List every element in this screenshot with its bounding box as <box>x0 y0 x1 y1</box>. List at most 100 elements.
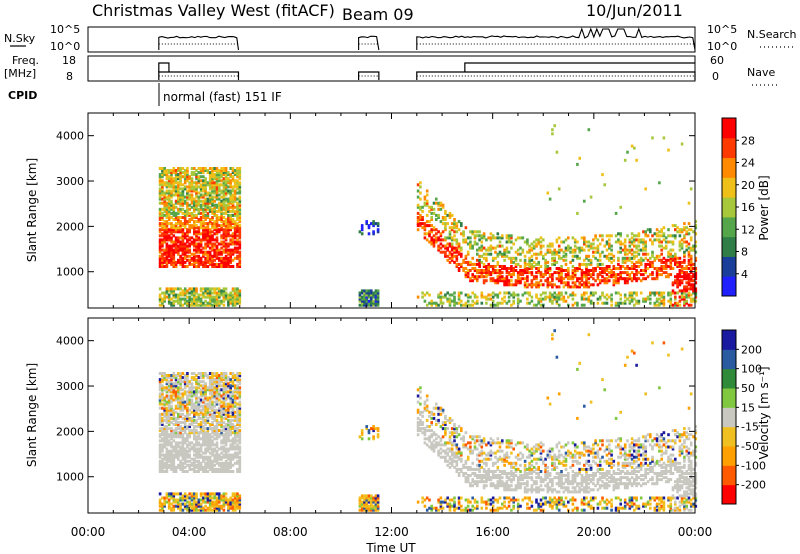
scatter-cell <box>183 461 187 465</box>
scatter-cell <box>161 183 164 187</box>
scatter-cell <box>163 504 166 508</box>
scatter-cell <box>439 301 443 305</box>
scatter-cell <box>231 242 235 246</box>
scatter-cell <box>501 279 504 283</box>
scatter-cell <box>571 269 575 272</box>
scatter-cell <box>473 234 477 238</box>
scatter-cell <box>170 193 173 197</box>
scatter-cell <box>220 250 223 254</box>
scatter-cell <box>206 463 210 467</box>
scatter-cell <box>680 269 684 272</box>
scatter-cell <box>512 269 515 272</box>
scatter-cell <box>229 234 232 238</box>
scatter-cell <box>419 216 422 219</box>
scatter-cell <box>589 273 593 277</box>
scatter-cell <box>218 175 221 179</box>
scatter-cell <box>208 465 212 469</box>
scatter-cell <box>227 293 230 297</box>
scatter-cell <box>233 418 237 422</box>
scatter-cell <box>204 449 207 453</box>
scatter-cell <box>608 244 611 248</box>
scatter-cell <box>218 171 221 175</box>
scatter-cell <box>236 238 239 242</box>
scatter-cell <box>220 265 223 268</box>
scatter-cell <box>532 277 536 281</box>
scatter-cell <box>161 453 164 457</box>
scatter-cell <box>532 260 536 264</box>
scatter-cell <box>163 199 166 203</box>
scatter-cell <box>589 291 593 295</box>
scatter-cell <box>530 265 534 268</box>
scatter-cell <box>188 207 191 211</box>
scatter-cell <box>229 378 232 382</box>
scatter-cell <box>592 273 595 277</box>
scatter-cell <box>482 271 486 275</box>
scatter-cell <box>213 500 216 504</box>
scatter-cell <box>215 220 219 224</box>
scatter-cell <box>231 414 235 418</box>
scatter-cell <box>186 372 189 375</box>
scatter-cell <box>195 297 198 301</box>
scatter-cell <box>674 301 677 305</box>
scatter-cell <box>215 246 219 250</box>
scatter-cell <box>215 496 219 500</box>
scatter-cell <box>179 402 182 406</box>
scatter-cell <box>224 207 228 211</box>
scatter-cell <box>233 435 237 439</box>
scatter-cell <box>551 258 554 262</box>
scatter-cell <box>167 453 171 457</box>
scatter-cell <box>555 295 559 299</box>
scatter-cell <box>181 451 185 455</box>
scatter-cell <box>193 506 196 510</box>
scatter-cell <box>557 291 561 295</box>
scatter-cell <box>190 410 194 414</box>
scatter-cell <box>199 376 203 380</box>
scatter-cell <box>202 230 205 234</box>
scatter-cell <box>480 234 484 238</box>
scatter-cell <box>423 222 427 226</box>
scatter-cell <box>655 277 659 281</box>
scatter-cell <box>193 449 196 453</box>
scatter-cell <box>163 396 166 400</box>
scatter-cell <box>186 416 189 420</box>
scatter-cell <box>229 463 232 467</box>
cpid-label: CPID <box>8 89 37 102</box>
scatter-cell <box>229 402 232 406</box>
scatter-cell <box>206 201 210 205</box>
scatter-cell <box>439 220 443 224</box>
scatter-cell <box>181 197 185 201</box>
scatter-cell <box>172 465 176 469</box>
scatter-cell <box>526 301 529 305</box>
scatter-cell <box>181 195 185 199</box>
scatter-cell <box>211 449 214 453</box>
scatter-cell <box>163 470 166 473</box>
scatter-cell <box>537 240 540 244</box>
scatter-cell <box>190 205 194 209</box>
scatter-cell <box>208 392 212 396</box>
scatter-cell <box>195 230 198 234</box>
scatter-cell <box>423 224 427 228</box>
scatter-cell <box>236 201 239 205</box>
scatter-cell <box>229 258 232 262</box>
scatter-cell <box>172 291 176 295</box>
scatter-cell <box>215 400 219 404</box>
scatter-cell <box>172 205 176 209</box>
scatter-cell <box>430 205 433 209</box>
scatter-cell <box>181 398 185 402</box>
scatter-cell <box>163 498 166 502</box>
scatter-cell <box>193 248 196 252</box>
scatter-cell <box>195 191 198 195</box>
scatter-cell <box>489 277 493 281</box>
scatter-cell <box>215 173 219 177</box>
scatter-cell <box>630 293 634 297</box>
scatter-cell <box>612 283 616 287</box>
scatter-cell <box>683 252 686 256</box>
scatter-cell <box>507 234 511 238</box>
scatter-cell <box>594 246 597 250</box>
scatter-cell <box>170 449 173 453</box>
scatter-cell <box>183 418 187 422</box>
scatter-cell <box>204 252 207 256</box>
scatter-cell <box>174 467 178 471</box>
scatter-cell <box>181 203 185 207</box>
scatter-cell <box>158 167 162 170</box>
